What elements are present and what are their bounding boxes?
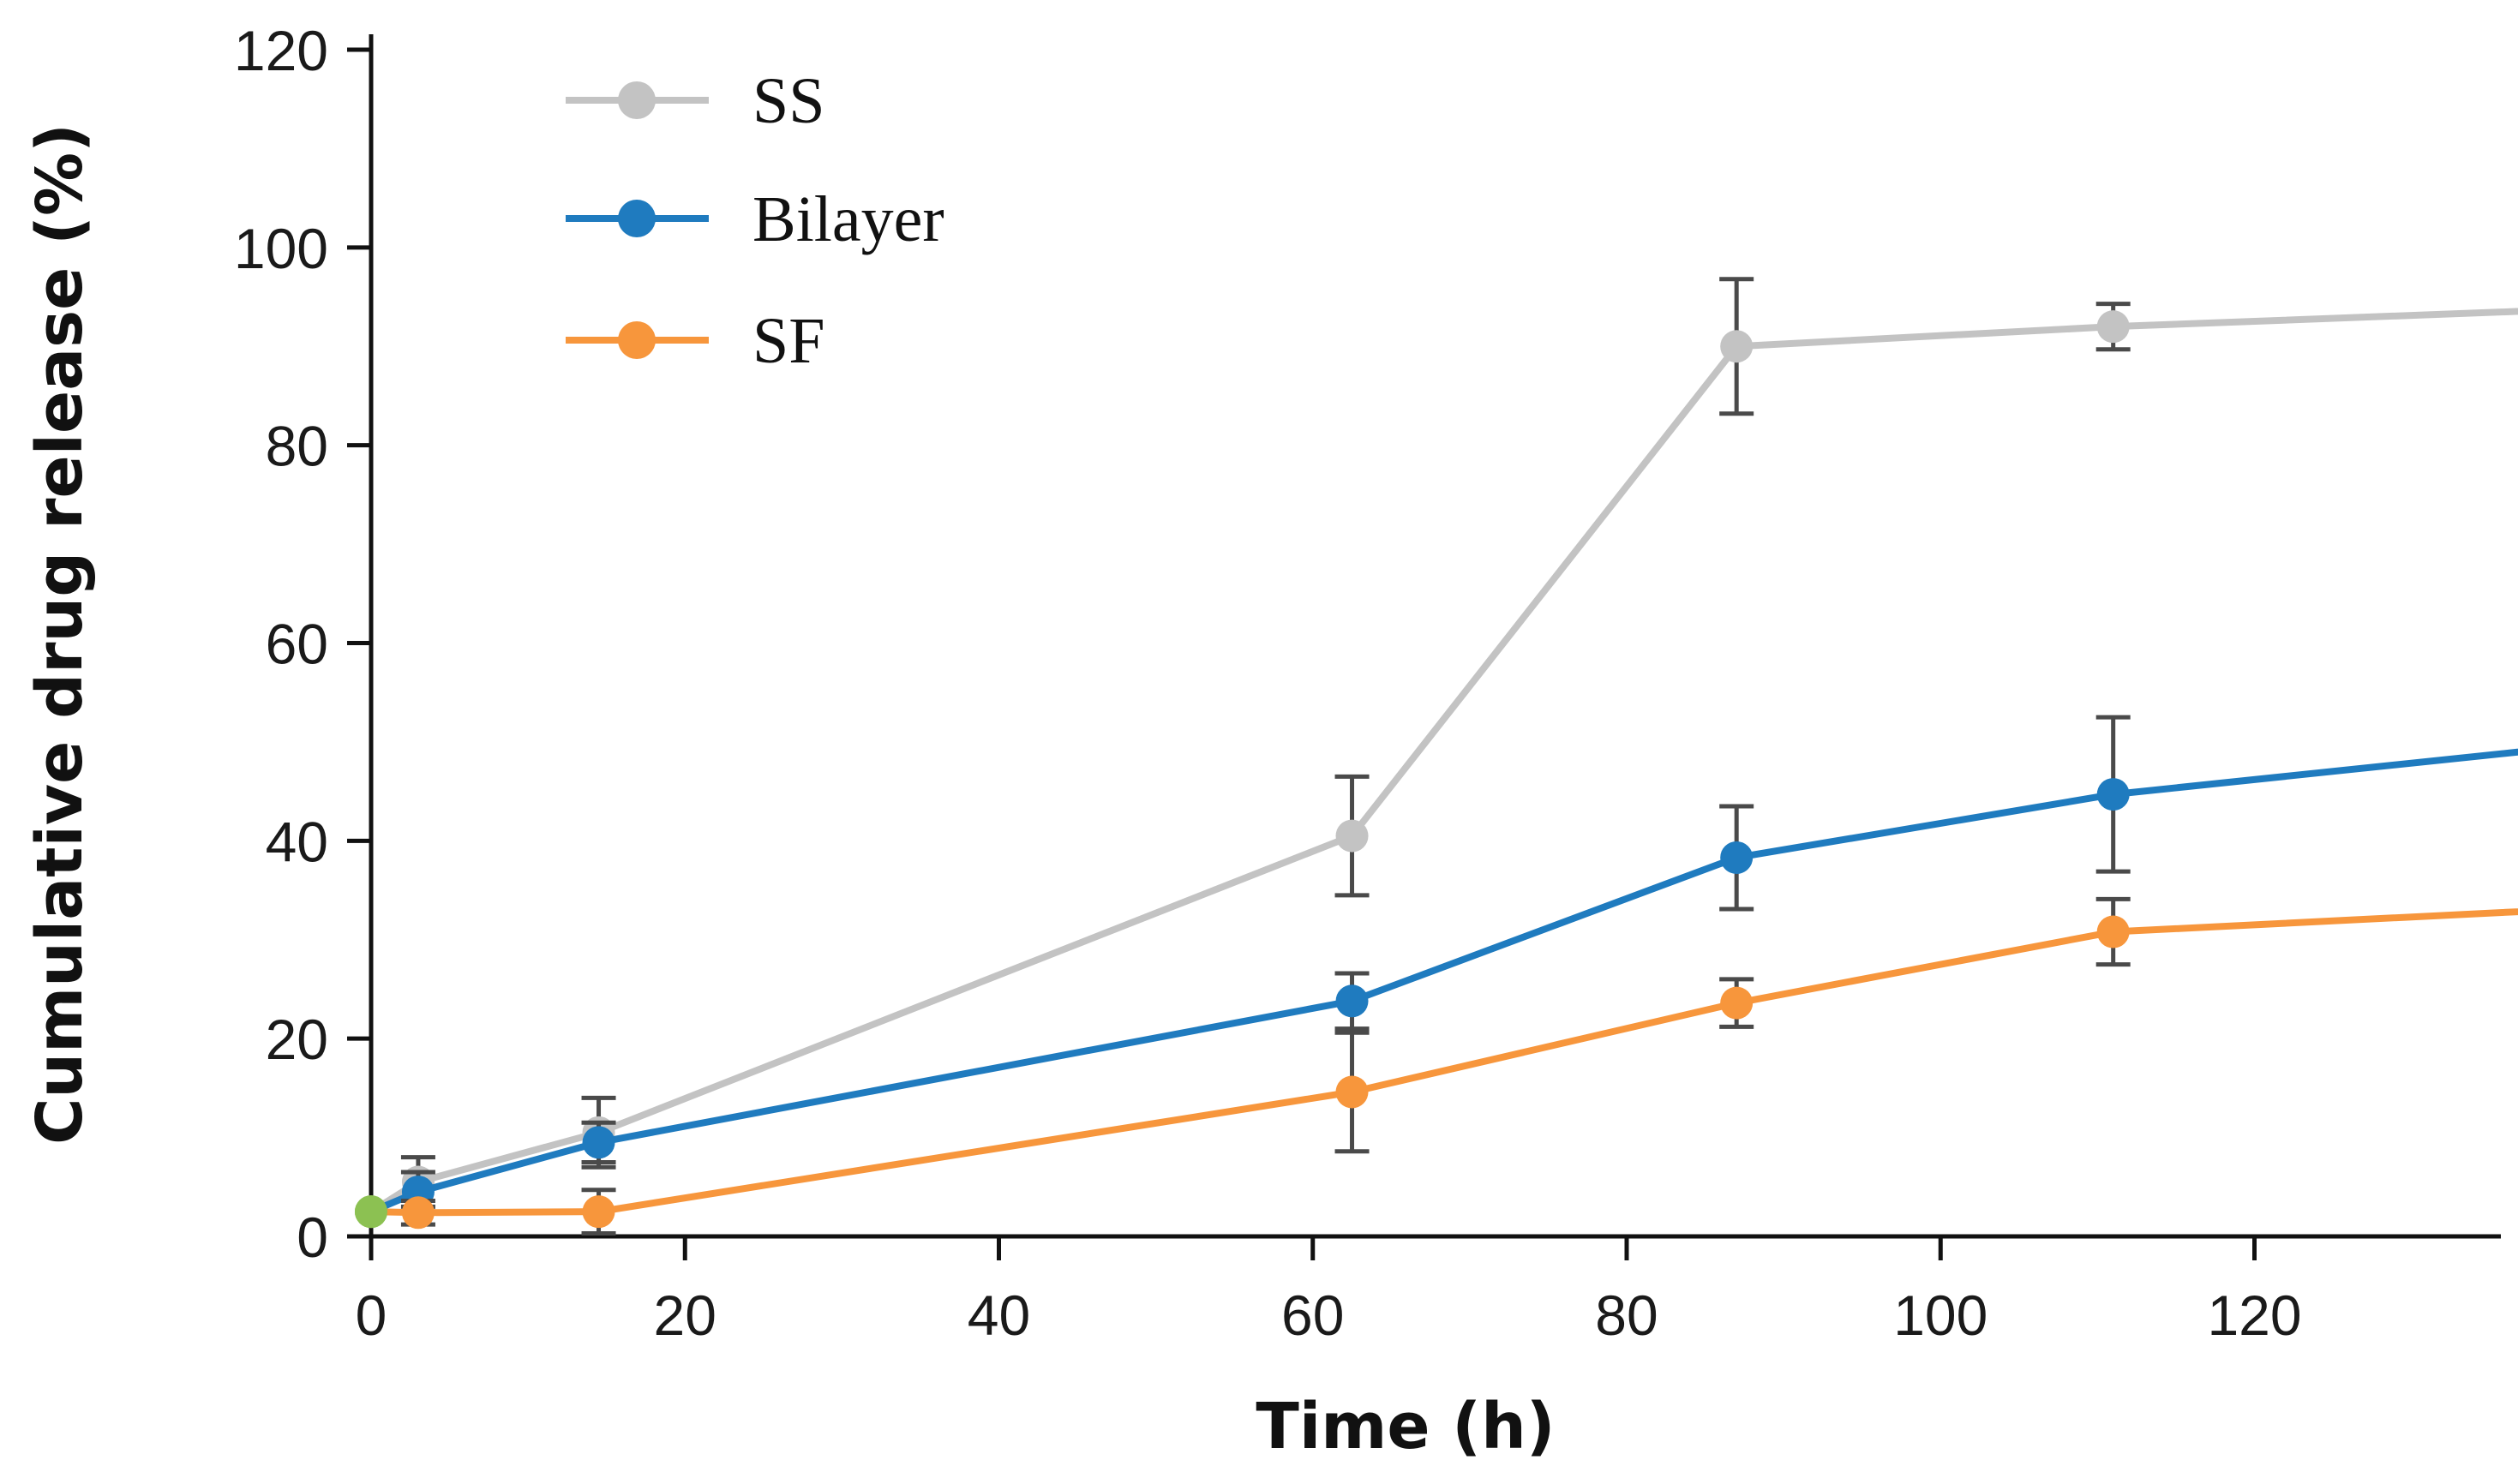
x-tick-label: 80	[1595, 1284, 1658, 1347]
legend-label: Bilayer	[752, 183, 944, 255]
y-tick-label: 40	[266, 810, 328, 873]
y-tick-label: 80	[266, 415, 328, 478]
x-tick-label: 120	[2207, 1284, 2301, 1347]
legend-marker	[618, 321, 656, 359]
data-point	[2096, 915, 2130, 948]
data-point	[1720, 330, 1754, 363]
data-point	[1720, 986, 1754, 1020]
legend-item-sf: SF	[566, 305, 825, 377]
series-line	[369, 308, 2518, 1215]
x-tick-label: 40	[968, 1284, 1030, 1347]
data-point	[1335, 1075, 1369, 1109]
data-point	[355, 1195, 387, 1229]
y-axis-title: Cumulative drug release (%)	[23, 123, 97, 1145]
x-tick-label: 20	[654, 1284, 716, 1347]
data-point	[1335, 819, 1369, 853]
data-point	[1720, 841, 1754, 874]
x-ticks: 020406080100120140160	[356, 1236, 2302, 1347]
legend-label: SF	[752, 305, 825, 377]
axes	[369, 34, 2501, 1239]
data-point	[401, 1196, 435, 1230]
series-line	[370, 908, 2518, 1217]
legend-label: SS	[752, 65, 825, 137]
y-tick-label: 0	[297, 1206, 328, 1269]
series-sf	[355, 896, 2518, 1236]
x-tick-label: 100	[1893, 1284, 1987, 1347]
x-tick-label: 60	[1281, 1284, 1344, 1347]
series-line	[369, 748, 2518, 1215]
series-layer	[355, 277, 2518, 1236]
y-tick-label: 20	[266, 1008, 328, 1071]
x-axis-title: Time (h)	[1256, 1390, 1555, 1463]
legend-marker	[618, 200, 656, 237]
series-bilayer	[355, 715, 2518, 1229]
legend: SS Bilayer SF	[566, 65, 944, 377]
data-point	[2096, 778, 2130, 811]
legend-marker	[618, 81, 656, 119]
x-tick-label: 0	[356, 1284, 387, 1347]
series-ss	[355, 277, 2518, 1229]
legend-item-bilayer: Bilayer	[566, 183, 944, 255]
data-point	[582, 1126, 615, 1159]
y-tick-label: 60	[266, 613, 328, 676]
legend-item-ss: SS	[566, 65, 825, 137]
y-ticks: 0 20 40 60 80 100 120	[234, 19, 371, 1269]
data-point	[2096, 310, 2130, 344]
y-tick-label: 120	[234, 19, 328, 82]
y-tick-label: 100	[234, 217, 328, 280]
data-point	[1335, 984, 1369, 1018]
data-point	[582, 1195, 615, 1229]
